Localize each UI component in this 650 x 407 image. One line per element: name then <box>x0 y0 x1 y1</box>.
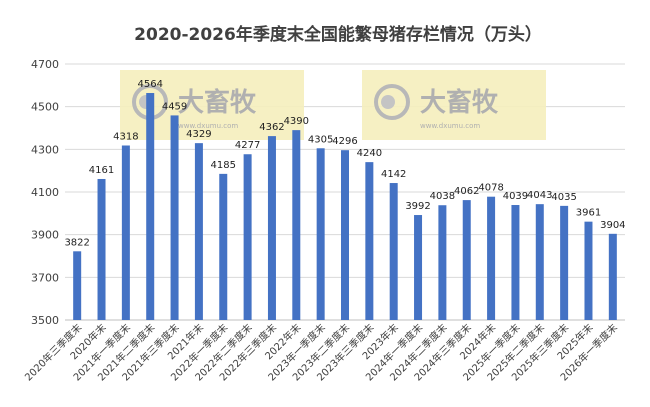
bar <box>219 173 228 320</box>
data-label: 4564 <box>137 79 162 90</box>
bar <box>608 233 617 320</box>
data-label: 4329 <box>186 129 211 140</box>
x-tick-layer: 2020年三季度末2020年末2021年一季度末2021年二季度末2021年三季… <box>22 321 620 384</box>
bar <box>584 221 593 320</box>
bar <box>170 115 179 320</box>
data-label: 4035 <box>551 192 576 203</box>
data-label: 4043 <box>527 190 552 201</box>
bar <box>73 251 82 320</box>
bar <box>267 136 276 320</box>
bar <box>462 200 471 320</box>
data-label: 3992 <box>405 201 430 212</box>
data-label: 3904 <box>600 220 625 231</box>
y-tick-label: 4300 <box>31 143 59 156</box>
bar <box>146 93 155 320</box>
bar <box>535 204 544 320</box>
bar <box>389 183 398 320</box>
bar <box>243 154 252 320</box>
y-tick-label: 4100 <box>31 186 59 199</box>
watermark-url: www.dxumu.com <box>420 122 480 130</box>
y-tick-label: 3900 <box>31 229 59 242</box>
bars-layer <box>73 93 617 320</box>
bar <box>560 205 569 320</box>
watermark-text: 大畜牧 <box>420 87 499 118</box>
logo-dot-icon <box>381 95 395 109</box>
bar <box>316 148 325 320</box>
data-label: 4390 <box>284 116 309 127</box>
bar <box>121 145 130 320</box>
data-label: 4318 <box>113 131 138 142</box>
bar <box>341 150 349 320</box>
bar <box>97 178 106 320</box>
bar <box>365 162 374 320</box>
data-label: 4161 <box>89 165 114 176</box>
bar <box>487 196 496 320</box>
bar <box>438 205 447 320</box>
logo-circle-icon <box>374 84 410 120</box>
data-label: 3961 <box>576 208 601 219</box>
data-label: 4078 <box>478 183 503 194</box>
watermark-url: www.dxumu.com <box>178 122 238 130</box>
bar <box>194 143 203 320</box>
watermark-logo: 大畜牧 www.dxumu.com <box>362 70 546 140</box>
data-label: 4142 <box>381 169 406 180</box>
y-tick-label: 3700 <box>31 271 59 284</box>
bar <box>292 130 301 320</box>
y-tick-label: 4500 <box>31 101 59 114</box>
data-label: 4185 <box>211 160 236 171</box>
data-label: 4240 <box>357 148 382 159</box>
bar <box>511 205 520 320</box>
data-label: 4362 <box>259 122 284 133</box>
data-label: 4305 <box>308 134 333 145</box>
y-tick-layer: 3500 3700 3900 4100 4300 4500 4700 <box>31 58 59 327</box>
data-label: 4062 <box>454 186 479 197</box>
y-tick-label: 3500 <box>31 314 59 327</box>
watermark-layer: 大畜牧 www.dxumu.com 大畜牧 www.dxumu.com <box>120 70 546 140</box>
data-label: 4277 <box>235 140 260 151</box>
chart-title: 2020-2026年季度末全国能繁母猪存栏情况（万头） <box>134 24 542 45</box>
y-tick-label: 4700 <box>31 58 59 71</box>
watermark-text: 大畜牧 <box>178 87 257 118</box>
data-label: 4038 <box>430 191 455 202</box>
data-label: 3822 <box>64 237 89 248</box>
bar <box>414 215 423 320</box>
data-label: 4039 <box>503 191 528 202</box>
data-label: 4459 <box>162 101 187 112</box>
data-label: 4296 <box>332 136 357 147</box>
